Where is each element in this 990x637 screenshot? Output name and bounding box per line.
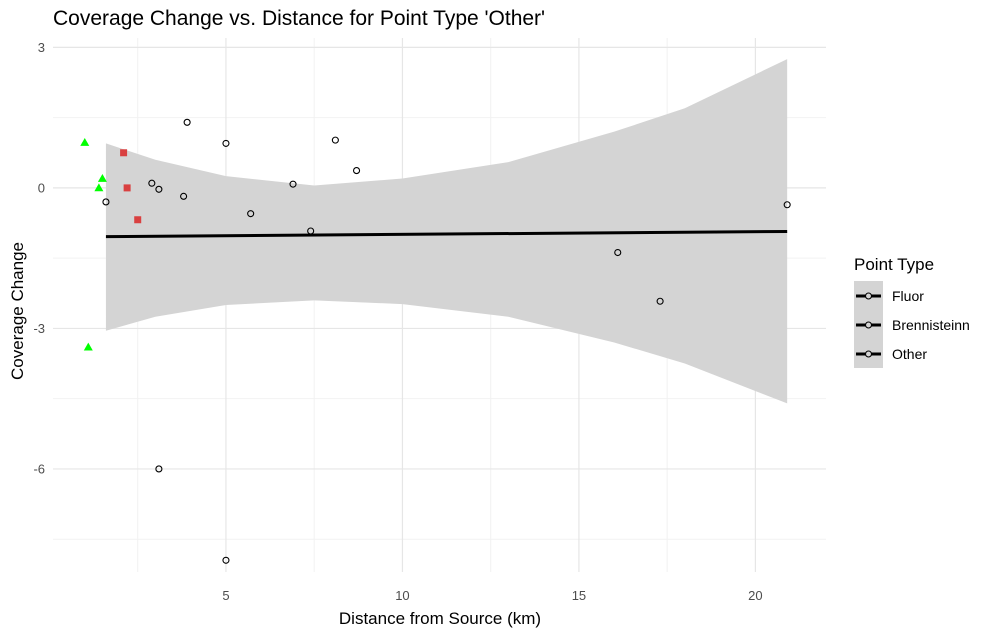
- point-other: [656, 297, 664, 305]
- point-other: [783, 201, 791, 209]
- point-fluor: [80, 137, 90, 146]
- point-fluor: [94, 183, 104, 192]
- legend-label: Other: [892, 346, 927, 362]
- x-axis-title: Distance from Source (km): [339, 609, 541, 628]
- chart-title: Coverage Change vs. Distance for Point T…: [53, 7, 545, 30]
- point-other: [102, 198, 110, 206]
- confidence-band-area: [105, 59, 788, 404]
- point-brennisteinn: [134, 216, 142, 224]
- legend: Point Type Fluor Brennisteinn Other: [854, 255, 970, 368]
- legend-key-marker: [864, 321, 873, 329]
- legend-title: Point Type: [854, 255, 934, 274]
- point-fluor: [97, 174, 107, 182]
- point-brennisteinn: [123, 184, 131, 192]
- y-tick-label: 3: [38, 40, 45, 55]
- trend-line: [105, 229, 788, 239]
- point-other: [614, 248, 622, 257]
- y-axis-ticks: -6 -3 0 3: [33, 40, 45, 477]
- point-other: [180, 192, 188, 200]
- point-other: [307, 227, 315, 235]
- x-axis-ticks: 5 10 15 20: [222, 588, 762, 603]
- legend-label: Brennisteinn: [892, 317, 970, 333]
- y-tick-label: 0: [38, 180, 45, 195]
- legend-key-marker: [864, 350, 873, 358]
- point-fluor: [83, 342, 93, 351]
- x-tick-label: 5: [222, 588, 229, 603]
- x-tick-label: 15: [572, 588, 586, 603]
- legend-key-marker: [864, 292, 873, 300]
- point-other: [148, 179, 156, 187]
- point-other: [247, 210, 255, 218]
- point-other: [289, 180, 297, 188]
- point-other: [353, 167, 361, 175]
- y-axis-title: Coverage Change: [8, 242, 27, 380]
- regression-line: [105, 229, 788, 239]
- legend-label: Fluor: [892, 288, 924, 304]
- point-other: [155, 465, 163, 473]
- y-tick-label: -3: [33, 321, 45, 336]
- confidence-band: [105, 59, 788, 404]
- point-brennisteinn: [120, 149, 128, 157]
- x-tick-label: 10: [395, 588, 409, 603]
- data-points: [80, 118, 791, 564]
- x-tick-label: 20: [748, 588, 762, 603]
- y-tick-label: -6: [33, 461, 45, 476]
- point-other: [222, 556, 230, 564]
- point-other: [331, 136, 339, 144]
- point-other: [155, 185, 163, 193]
- point-other: [222, 139, 230, 147]
- point-other: [183, 118, 191, 126]
